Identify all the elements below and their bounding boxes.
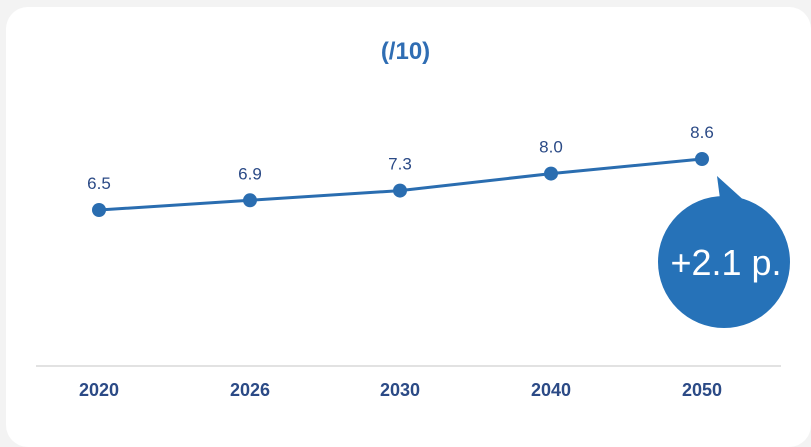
data-label: 7.3: [388, 155, 412, 174]
data-point: [544, 166, 558, 181]
data-point: [695, 152, 709, 166]
data-label: 8.6: [690, 123, 714, 142]
data-label: 6.9: [238, 164, 262, 183]
x-tick-label: 2030: [380, 380, 420, 400]
x-tick-label: 2026: [230, 380, 270, 400]
annotation-text: +2.1 p.: [670, 242, 781, 283]
data-point: [92, 203, 106, 217]
data-point: [393, 183, 407, 198]
chart-title: (/10): [380, 38, 431, 65]
annotation-badge: [658, 196, 790, 328]
data-point: [243, 193, 257, 208]
data-label: 6.5: [87, 174, 111, 193]
data-label: 8.0: [539, 138, 563, 157]
x-tick-label: 2040: [531, 380, 571, 400]
x-tick-label: 2020: [79, 380, 119, 400]
x-tick-label: 2050: [682, 380, 722, 400]
